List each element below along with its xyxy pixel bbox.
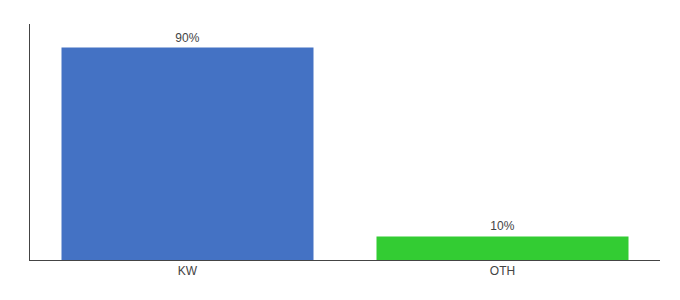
svg-text:10%: 10% bbox=[490, 219, 514, 233]
svg-text:KW: KW bbox=[178, 264, 198, 278]
svg-text:90%: 90% bbox=[175, 31, 199, 45]
svg-text:OTH: OTH bbox=[490, 264, 515, 278]
